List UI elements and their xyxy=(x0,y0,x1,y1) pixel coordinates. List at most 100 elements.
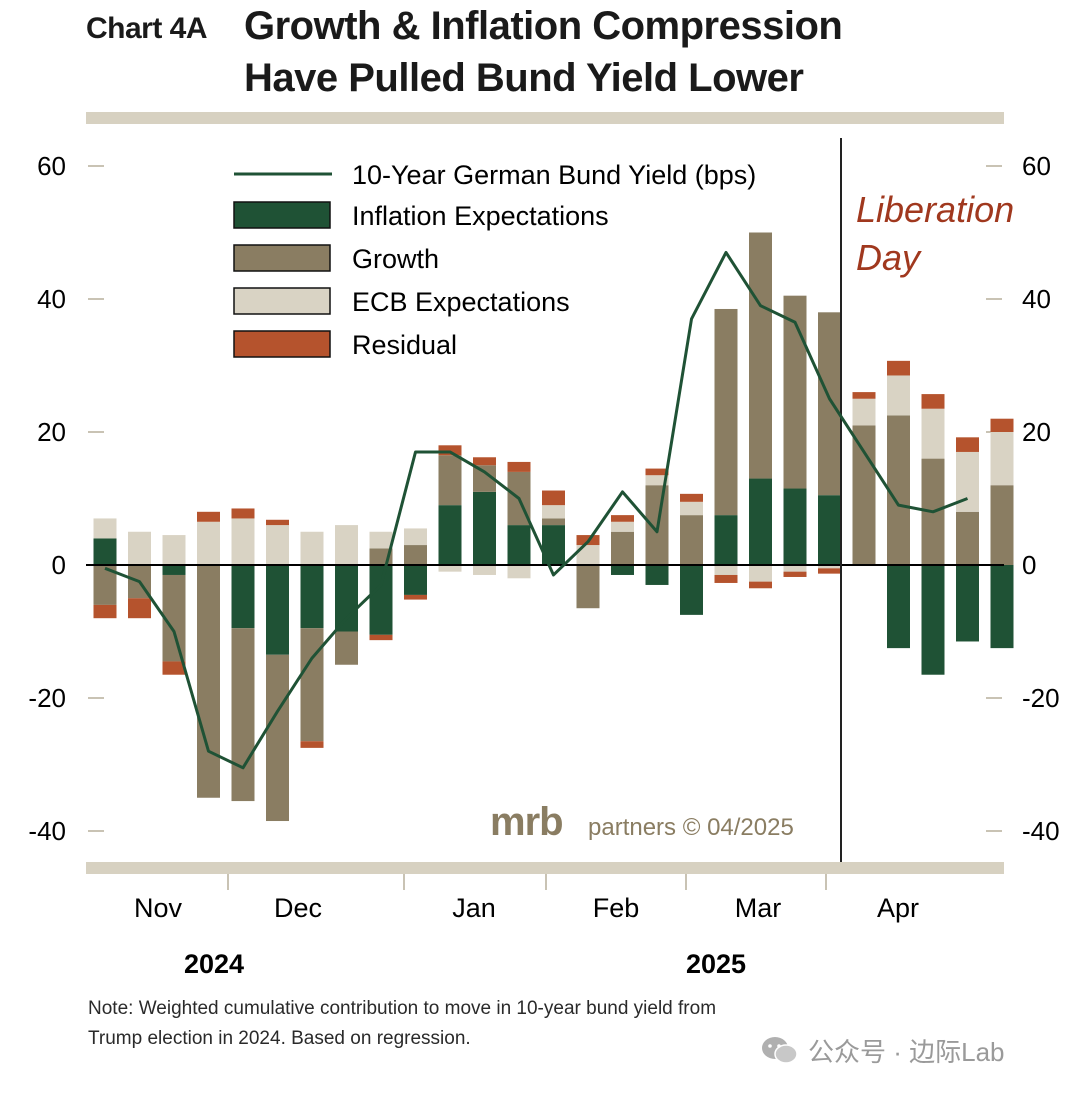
chart-number: Chart 4A xyxy=(86,12,208,45)
ytick-label-right: 0 xyxy=(1022,550,1036,580)
bar-inflation xyxy=(611,565,634,575)
bar-growth xyxy=(231,628,255,802)
bar-ecb xyxy=(749,565,772,582)
bar-ecb xyxy=(818,565,841,569)
bar-inflation xyxy=(680,565,703,615)
bar-growth xyxy=(266,654,289,822)
ytick-label-left: 0 xyxy=(52,550,66,580)
yield-line xyxy=(104,250,969,770)
legend-swatch-residual xyxy=(233,330,331,358)
ytick-label-right: 60 xyxy=(1022,151,1051,181)
ytick-label-left: 20 xyxy=(37,417,66,447)
bar-inflation xyxy=(818,495,841,565)
legend-label-line: 10-Year German Bund Yield (bps) xyxy=(352,160,756,190)
bar-residual xyxy=(162,661,186,675)
chart-canvas: -40 -40 -20 -20 0 0 20 20 40 40 60 60 10-Year Germa… xyxy=(28,112,1060,979)
bar-inflation xyxy=(887,565,910,649)
bar-inflation xyxy=(473,491,496,565)
bar-growth xyxy=(990,485,1014,565)
bar-residual xyxy=(956,437,979,452)
watermark-text: 公众号 · 边际Lab xyxy=(808,1037,1005,1067)
bar-inflation xyxy=(749,478,772,565)
bar-ecb xyxy=(93,518,117,539)
top-band xyxy=(86,112,1004,124)
note-line-2: Trump election in 2024. Based on regress… xyxy=(88,1028,471,1049)
bar-residual xyxy=(921,394,945,409)
xtick-label-month: Nov xyxy=(134,893,183,923)
bar-ecb xyxy=(887,375,910,416)
bar-ecb xyxy=(128,531,151,565)
bar-inflation xyxy=(231,565,255,629)
ytick-label-left: -40 xyxy=(28,816,66,846)
bar-ecb xyxy=(714,565,738,575)
bar-ecb xyxy=(852,398,876,426)
chart-header: Chart 4A Growth & Inflation Compression … xyxy=(0,0,1080,110)
bar-ecb xyxy=(335,525,358,565)
legend-swatch-growth xyxy=(233,244,331,272)
legend-label-growth: Growth xyxy=(352,244,439,274)
bar-residual xyxy=(818,568,841,574)
bar-growth xyxy=(542,518,565,526)
chart-title-line-2: Have Pulled Bund Yield Lower xyxy=(244,56,804,100)
ytick-label-left: 40 xyxy=(37,284,66,314)
bottom-band xyxy=(86,862,1004,874)
bar-inflation xyxy=(93,538,117,565)
legend: 10-Year German Bund Yield (bps) Inflatio… xyxy=(233,160,756,360)
bar-ecb xyxy=(611,521,634,532)
bar-ecb xyxy=(300,531,324,565)
bar-growth xyxy=(300,628,324,742)
legend-label-residual: Residual xyxy=(352,330,457,360)
bar-ecb xyxy=(231,518,255,565)
bar-ecb xyxy=(162,535,186,565)
xtick-label-year: 2025 xyxy=(686,949,746,979)
bar-ecb xyxy=(921,408,945,459)
bar-growth xyxy=(576,565,600,609)
ytick-label-right: 20 xyxy=(1022,417,1051,447)
source-suffix: partners © 04/2025 xyxy=(588,814,794,841)
bar-residual xyxy=(404,594,427,600)
ytick-label-left: 60 xyxy=(37,151,66,181)
legend-swatch-ecb xyxy=(233,287,331,315)
bar-ecb xyxy=(783,565,807,572)
bar-growth xyxy=(473,465,496,492)
bar-inflation xyxy=(404,565,427,595)
chart-note: Note: Weighted cumulative contribution t… xyxy=(88,994,988,1054)
bar-growth xyxy=(197,565,220,798)
bar-residual xyxy=(438,445,462,456)
ytick-label-left: -20 xyxy=(28,683,66,713)
chart-title-line-1: Growth & Inflation Compression xyxy=(244,4,843,48)
watermark: 公众号 · 边际Lab xyxy=(760,1032,1005,1069)
bar-growth xyxy=(438,455,462,506)
xtick-label-month: Feb xyxy=(593,893,640,923)
bar-residual xyxy=(266,519,289,526)
bar-inflation xyxy=(921,565,945,675)
bar-growth xyxy=(335,631,358,665)
bar-inflation xyxy=(507,525,531,565)
xtick-label-year: 2024 xyxy=(184,949,244,979)
bar-ecb xyxy=(369,531,393,549)
bar-growth xyxy=(783,295,807,489)
note-line-1: Note: Weighted cumulative contribution t… xyxy=(88,998,717,1019)
source-logo: mrb xyxy=(490,800,563,844)
xtick-label-month: Apr xyxy=(877,893,919,923)
bar-ecb xyxy=(680,501,703,516)
bar-growth xyxy=(611,531,634,565)
xtick-label-month: Mar xyxy=(735,893,782,923)
bar-growth xyxy=(680,515,703,565)
bar-ecb xyxy=(956,451,979,512)
x-axis-labels: Nov Dec Jan Feb Mar Apr 2024 2025 xyxy=(134,874,919,979)
bar-ecb xyxy=(542,505,565,519)
bar-inflation xyxy=(335,565,358,632)
bar-ecb xyxy=(404,528,427,546)
event-label-line-2: Day xyxy=(856,237,922,278)
bar-residual xyxy=(749,581,772,589)
bar-growth xyxy=(956,511,979,565)
bar-residual xyxy=(128,598,151,619)
bar-inflation xyxy=(438,505,462,565)
bar-inflation xyxy=(162,565,186,575)
bar-residual xyxy=(542,490,565,506)
bar-residual xyxy=(990,418,1014,432)
bar-residual xyxy=(714,574,738,583)
event-label-line-1: Liberation xyxy=(856,189,1014,230)
bar-growth xyxy=(818,312,841,496)
